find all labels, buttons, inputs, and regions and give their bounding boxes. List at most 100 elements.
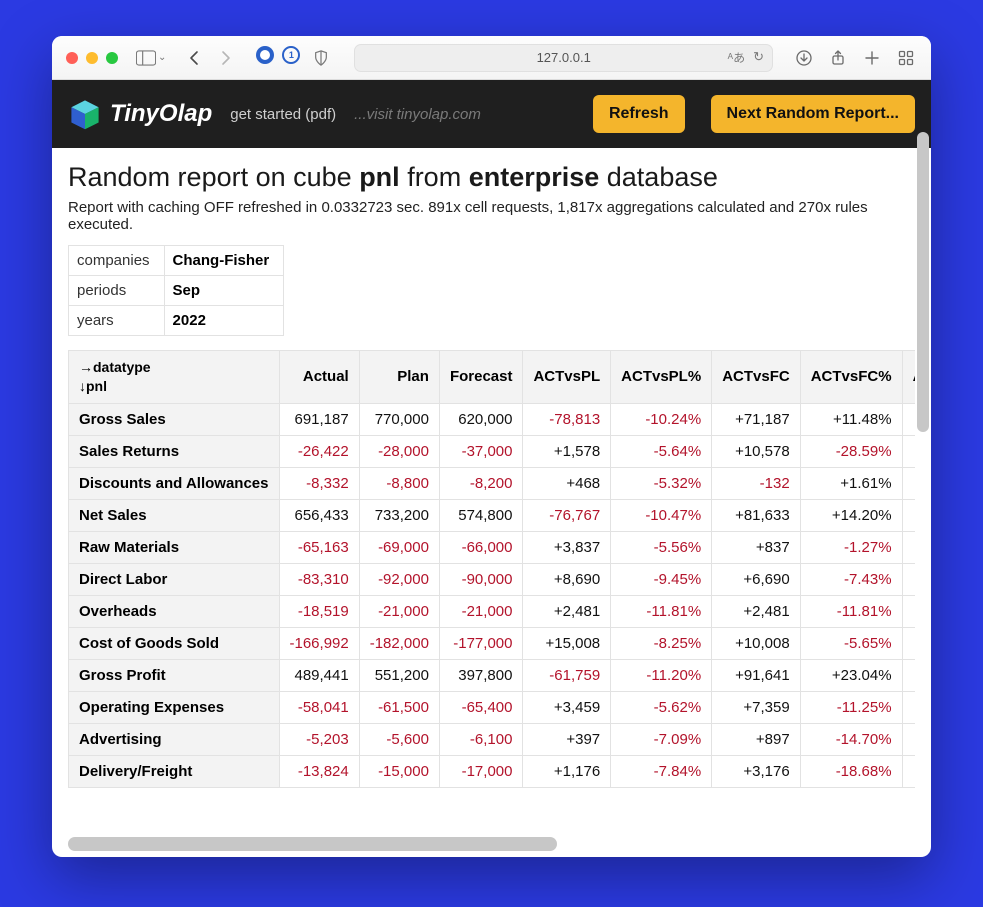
data-cell: -8,800: [359, 467, 439, 499]
logo[interactable]: TinyOlap: [68, 97, 212, 131]
data-cell: -61,500: [359, 691, 439, 723]
reload-icon[interactable]: ↻: [753, 49, 764, 66]
filter-dim: years: [69, 306, 165, 336]
downloads-icon[interactable]: [793, 46, 815, 70]
table-row: Sales Returns-26,422-28,000-37,000+1,578…: [69, 435, 916, 467]
data-cell: -17,000: [439, 755, 523, 787]
data-cell: +10,578: [712, 435, 801, 467]
data-cell: -3,920: [902, 435, 915, 467]
data-cell: -7.43%: [800, 563, 902, 595]
data-cell: -92,000: [359, 563, 439, 595]
data-cell: -21,000: [439, 595, 523, 627]
data-cell: -5.56%: [611, 531, 712, 563]
visit-link[interactable]: ...visit tinyolap.com: [354, 106, 481, 123]
column-header[interactable]: ACTvsFC%: [800, 351, 902, 404]
column-header[interactable]: ACTvsFC: [712, 351, 801, 404]
row-label: Direct Labor: [69, 563, 280, 595]
data-cell: +3,176: [712, 755, 801, 787]
filter-value[interactable]: Chang-Fisher: [164, 246, 284, 276]
privacy-shield-icon[interactable]: [308, 46, 334, 70]
data-cell: +397: [523, 723, 611, 755]
data-cell: -27,633: [902, 627, 915, 659]
table-row: Raw Materials-65,163-69,000-66,000+3,837…: [69, 531, 916, 563]
tab-overview-icon[interactable]: [895, 46, 917, 70]
data-cell: -182,000: [359, 627, 439, 659]
data-cell: +81,633: [712, 499, 801, 531]
data-cell: 691,187: [279, 403, 359, 435]
content: Random report on cube pnl from enterpris…: [52, 148, 931, 857]
back-button[interactable]: [182, 46, 208, 70]
data-cell: -18.68%: [800, 755, 902, 787]
column-header[interactable]: Plan: [359, 351, 439, 404]
filter-row: periodsSep: [69, 276, 284, 306]
row-label: Overheads: [69, 595, 280, 627]
data-cell: -37,000: [439, 435, 523, 467]
filter-value[interactable]: Sep: [164, 276, 284, 306]
translate-icon[interactable]: ᴬあ: [728, 49, 745, 66]
data-cell: -14,264: [902, 691, 915, 723]
data-cell: +134,385: [902, 499, 915, 531]
table-row: Cost of Goods Sold-166,992-182,000-177,0…: [69, 627, 916, 659]
data-cell: +14.20%: [800, 499, 902, 531]
refresh-button[interactable]: Refresh: [593, 95, 685, 133]
column-header[interactable]: Forecast: [439, 351, 523, 404]
column-header[interactable]: ACTvsPL%: [611, 351, 712, 404]
data-cell: -132: [712, 467, 801, 499]
data-cell: +2,481: [523, 595, 611, 627]
new-tab-icon[interactable]: [861, 46, 883, 70]
data-cell: +897: [712, 723, 801, 755]
extension-icons: 1: [256, 46, 334, 70]
data-cell: -90,000: [439, 563, 523, 595]
data-cell: 551,200: [359, 659, 439, 691]
table-row: Advertising-5,203-5,600-6,100+397-7.09%+…: [69, 723, 916, 755]
column-header[interactable]: ACTvsACTpy: [902, 351, 915, 404]
data-cell: +837: [712, 531, 801, 563]
toolbar-right: [793, 46, 917, 70]
share-icon[interactable]: [827, 46, 849, 70]
column-header[interactable]: ACTvsPL: [523, 351, 611, 404]
data-cell: -7.84%: [611, 755, 712, 787]
titlebar: ⌄ 1 127.0.0.1 ᴬあ ↻: [52, 36, 931, 80]
table-row: Operating Expenses-58,041-61,500-65,400+…: [69, 691, 916, 723]
next-report-button[interactable]: Next Random Report...: [711, 95, 915, 133]
data-cell: -66,000: [439, 531, 523, 563]
data-cell: -4,283: [902, 755, 915, 787]
row-label: Advertising: [69, 723, 280, 755]
close-window-button[interactable]: [66, 52, 78, 64]
get-started-link[interactable]: get started (pdf): [230, 106, 336, 123]
data-cell: -166,992: [279, 627, 359, 659]
sidebar-toggle[interactable]: ⌄: [136, 50, 166, 66]
data-cell: -5.64%: [611, 435, 712, 467]
data-cell: -5,203: [279, 723, 359, 755]
data-cell: -65,400: [439, 691, 523, 723]
data-cell: -15,000: [359, 755, 439, 787]
filter-row: companiesChang-Fisher: [69, 246, 284, 276]
data-cell: +1,578: [523, 435, 611, 467]
data-cell: -5.32%: [611, 467, 712, 499]
data-cell: +23.04%: [800, 659, 902, 691]
data-cell: -972: [902, 723, 915, 755]
data-cell: 397,800: [439, 659, 523, 691]
compass-icon[interactable]: [256, 46, 274, 64]
column-header[interactable]: Actual: [279, 351, 359, 404]
table-row: Net Sales656,433733,200574,800-76,767-10…: [69, 499, 916, 531]
maximize-window-button[interactable]: [106, 52, 118, 64]
forward-button[interactable]: [212, 46, 238, 70]
address-bar[interactable]: 127.0.0.1 ᴬあ ↻: [354, 44, 773, 72]
filter-value[interactable]: 2022: [164, 306, 284, 336]
data-cell: -58,041: [279, 691, 359, 723]
corner-cell: →datatype↓pnl: [69, 351, 280, 404]
row-label: Discounts and Allowances: [69, 467, 280, 499]
app-header: TinyOlap get started (pdf) ...visit tiny…: [52, 80, 931, 148]
data-cell: -83,310: [279, 563, 359, 595]
table-row: Gross Sales691,187770,000620,000-78,813-…: [69, 403, 916, 435]
data-cell: -8,332: [279, 467, 359, 499]
horizontal-scrollbar[interactable]: [68, 837, 911, 851]
data-cell: -5.62%: [611, 691, 712, 723]
password-manager-icon[interactable]: 1: [282, 46, 300, 64]
minimize-window-button[interactable]: [86, 52, 98, 64]
data-cell: +468: [523, 467, 611, 499]
data-cell: 620,000: [439, 403, 523, 435]
data-cell: -76,767: [523, 499, 611, 531]
nav-arrows: [182, 46, 238, 70]
